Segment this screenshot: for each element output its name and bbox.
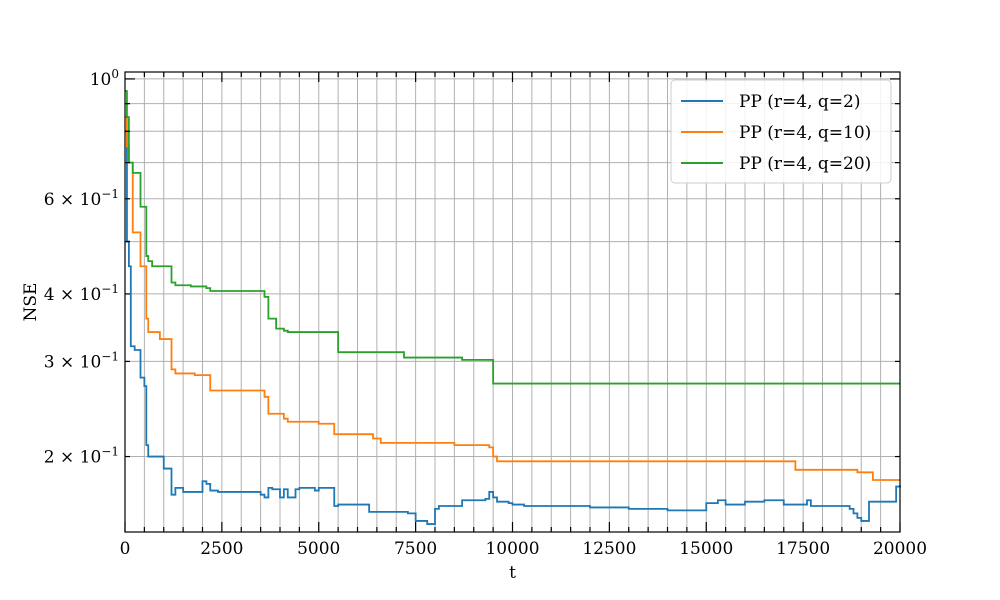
- y-tick-label: 6 × 10−1: [44, 187, 119, 210]
- y-tick-label: 2 × 10−1: [44, 445, 119, 468]
- legend-box: [670, 79, 892, 184]
- y-axis-label: NSE: [21, 283, 41, 322]
- x-tick-label: 15000: [679, 539, 733, 559]
- x-axis-label: t: [509, 563, 516, 583]
- series-line: [125, 116, 900, 481]
- x-tick-label: 20000: [873, 539, 927, 559]
- legend-label: PP (r=4, q=10): [739, 123, 871, 143]
- x-tick-label: 2500: [200, 539, 243, 559]
- tick-labels: 0 2500 5000 7500 10000 12500 15000 17500 20000 10…: [44, 67, 927, 559]
- x-tick-label: 7500: [394, 539, 437, 559]
- x-tick-label: 12500: [582, 539, 636, 559]
- x-tick-label: 0: [120, 539, 131, 559]
- ticks: [124, 72, 901, 532]
- legend-label: PP (r=4, q=2): [739, 92, 860, 112]
- y-tick-label: 100: [90, 67, 119, 90]
- series-lines: [125, 90, 901, 525]
- y-tick-label: 3 × 10−1: [44, 349, 119, 372]
- series-line: [125, 130, 901, 525]
- x-tick-label: 5000: [297, 539, 340, 559]
- legend-label: PP (r=4, q=20): [739, 154, 871, 174]
- x-tick-label: 17500: [776, 539, 830, 559]
- series-line: [125, 90, 900, 385]
- y-tick-label: 4 × 10−1: [44, 282, 119, 305]
- x-tick-label: 10000: [485, 539, 539, 559]
- legend: PP (r=4, q=2) PP (r=4, q=10) PP (r=4, q=20…: [670, 79, 892, 184]
